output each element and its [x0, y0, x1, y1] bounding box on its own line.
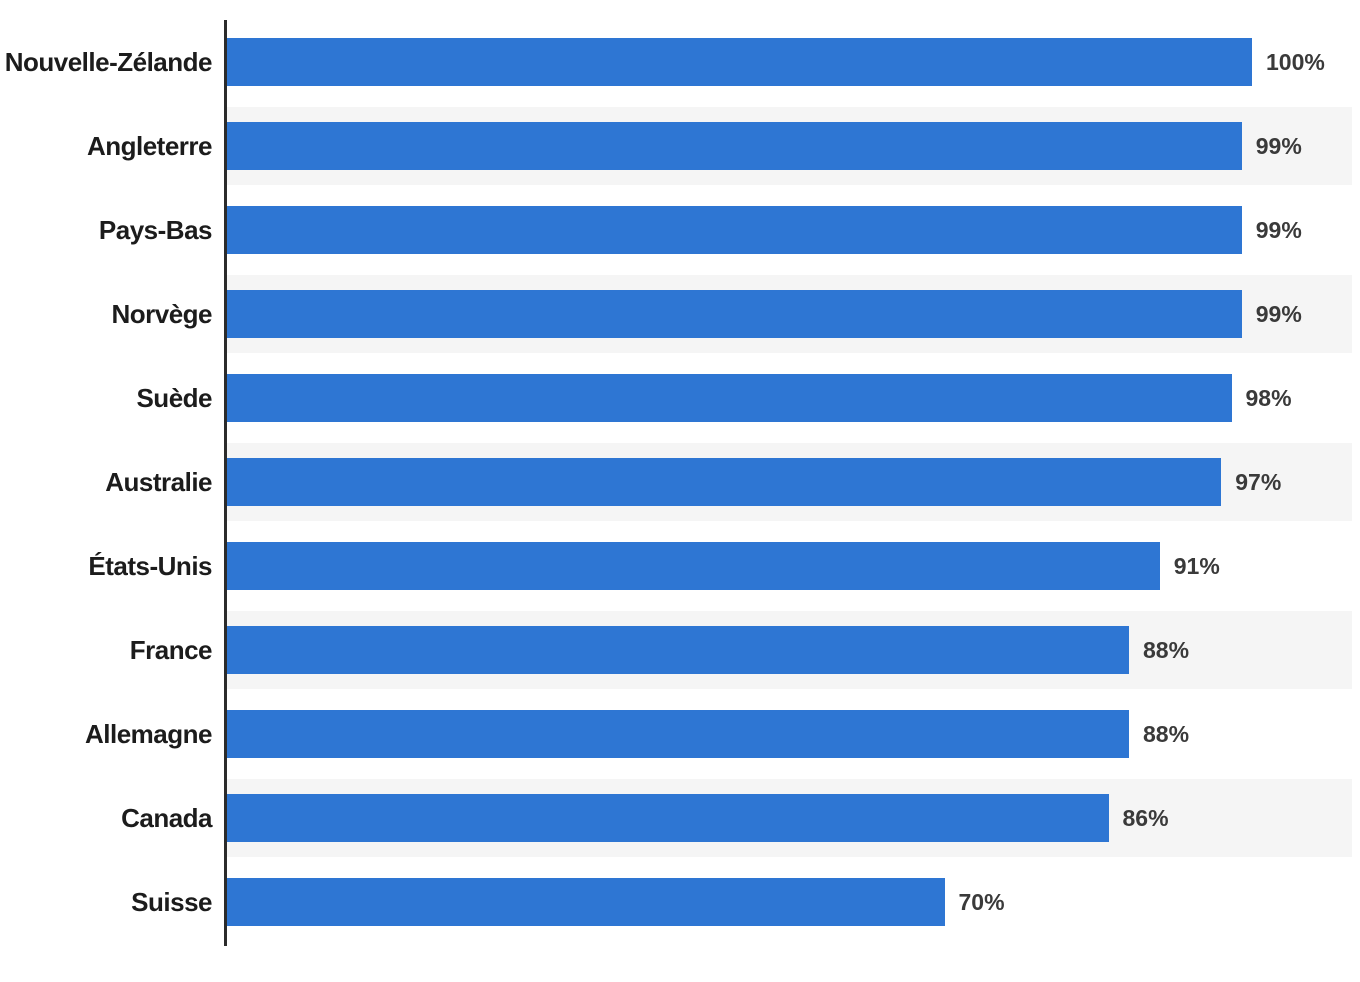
- chart-row: Nouvelle-Zélande 100%: [0, 20, 1360, 104]
- chart-row: Pays-Bas 99%: [0, 188, 1360, 272]
- value-label: 99%: [1255, 300, 1302, 327]
- row-plot-area: 98%: [227, 356, 1360, 440]
- row-plot-area: 70%: [227, 860, 1360, 944]
- row-plot-area: 99%: [227, 188, 1360, 272]
- bar-track: 91%: [227, 524, 1252, 608]
- chart-row: Suisse 70%: [0, 860, 1360, 944]
- y-axis-line: [224, 20, 227, 946]
- bar-track: 70%: [227, 860, 1252, 944]
- bar: [227, 878, 945, 926]
- bar: [227, 794, 1109, 842]
- row-plot-area: 91%: [227, 524, 1360, 608]
- bar: [227, 122, 1242, 170]
- chart-row: Canada 86%: [0, 776, 1360, 860]
- category-label: Canada: [121, 802, 212, 833]
- row-plot-area: 88%: [227, 692, 1360, 776]
- category-label: Nouvelle-Zélande: [4, 46, 213, 77]
- category-label: Australie: [105, 466, 212, 497]
- bar-track: 99%: [227, 104, 1302, 188]
- bar-track: 97%: [227, 440, 1281, 524]
- bar: [227, 626, 1129, 674]
- value-label: 100%: [1266, 48, 1325, 75]
- value-label: 88%: [1143, 636, 1190, 663]
- bar-track: 100%: [227, 20, 1325, 104]
- bar: [227, 458, 1222, 506]
- chart-rows: Nouvelle-Zélande 100% Angleterre 99% Pay…: [0, 20, 1360, 944]
- value-label: 88%: [1143, 720, 1190, 747]
- value-label: 86%: [1122, 804, 1169, 831]
- bar: [227, 710, 1129, 758]
- bar: [227, 374, 1232, 422]
- category-label: Angleterre: [86, 130, 213, 161]
- row-plot-area: 97%: [227, 440, 1360, 524]
- value-label: 97%: [1235, 468, 1282, 495]
- value-label: 98%: [1245, 384, 1292, 411]
- bar: [227, 38, 1252, 86]
- chart-row: Australie 97%: [0, 440, 1360, 524]
- bar: [227, 206, 1242, 254]
- chart-row: Allemagne 88%: [0, 692, 1360, 776]
- chart-row: France 88%: [0, 608, 1360, 692]
- bar-track: 98%: [227, 356, 1292, 440]
- category-label: Pays-Bas: [98, 214, 213, 245]
- bar-track: 99%: [227, 272, 1302, 356]
- category-label: Norvège: [111, 298, 212, 329]
- bar-track: 99%: [227, 188, 1302, 272]
- value-label: 91%: [1173, 552, 1220, 579]
- bar: [227, 542, 1160, 590]
- row-plot-area: 100%: [227, 20, 1360, 104]
- chart-row: Suède 98%: [0, 356, 1360, 440]
- bar-track: 86%: [227, 776, 1252, 860]
- category-label: États-Unis: [88, 550, 212, 581]
- value-label: 99%: [1255, 132, 1302, 159]
- chart-row: Norvège 99%: [0, 272, 1360, 356]
- category-label: Allemagne: [85, 718, 213, 749]
- row-plot-area: 86%: [227, 776, 1360, 860]
- value-label: 70%: [958, 888, 1005, 915]
- bar-track: 88%: [227, 692, 1252, 776]
- category-label: Suède: [136, 382, 212, 413]
- value-label: 99%: [1255, 216, 1302, 243]
- category-label: Suisse: [131, 886, 212, 917]
- row-plot-area: 88%: [227, 608, 1360, 692]
- bar: [227, 290, 1242, 338]
- row-plot-area: 99%: [227, 104, 1360, 188]
- chart-row: États-Unis 91%: [0, 524, 1360, 608]
- row-plot-area: 99%: [227, 272, 1360, 356]
- chart-row: Angleterre 99%: [0, 104, 1360, 188]
- category-label: France: [129, 634, 213, 665]
- bar-track: 88%: [227, 608, 1252, 692]
